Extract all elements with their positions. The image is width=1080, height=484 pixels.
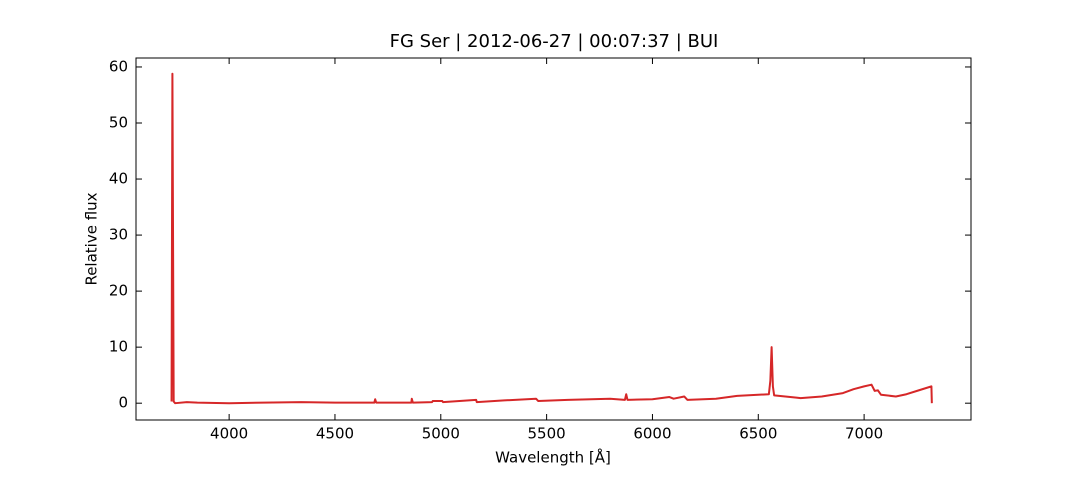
x-axis-label: Wavelength [Å] [495, 448, 611, 467]
x-tick-label: 6500 [739, 425, 777, 443]
x-tick-label: 5500 [528, 425, 566, 443]
y-tick-label: 30 [109, 226, 128, 244]
y-tick-label: 60 [109, 57, 128, 75]
spectrum-line [170, 72, 933, 405]
y-tick-label: 40 [109, 170, 128, 188]
y-tick-label: 0 [118, 394, 128, 412]
x-tick-label: 4500 [316, 425, 354, 443]
y-tick-label: 10 [109, 338, 128, 356]
chart-title: FG Ser | 2012-06-27 | 00:07:37 | BUI [390, 31, 719, 52]
plot-frame [135, 57, 972, 421]
y-tick-label: 50 [109, 114, 128, 132]
x-tick-label: 4000 [210, 425, 248, 443]
x-tick-label: 6000 [633, 425, 671, 443]
y-tick-label: 20 [109, 282, 128, 300]
x-tick-label: 5000 [422, 425, 460, 443]
x-tick-label: 7000 [845, 425, 883, 443]
y-axis-label: Relative flux [83, 192, 101, 285]
